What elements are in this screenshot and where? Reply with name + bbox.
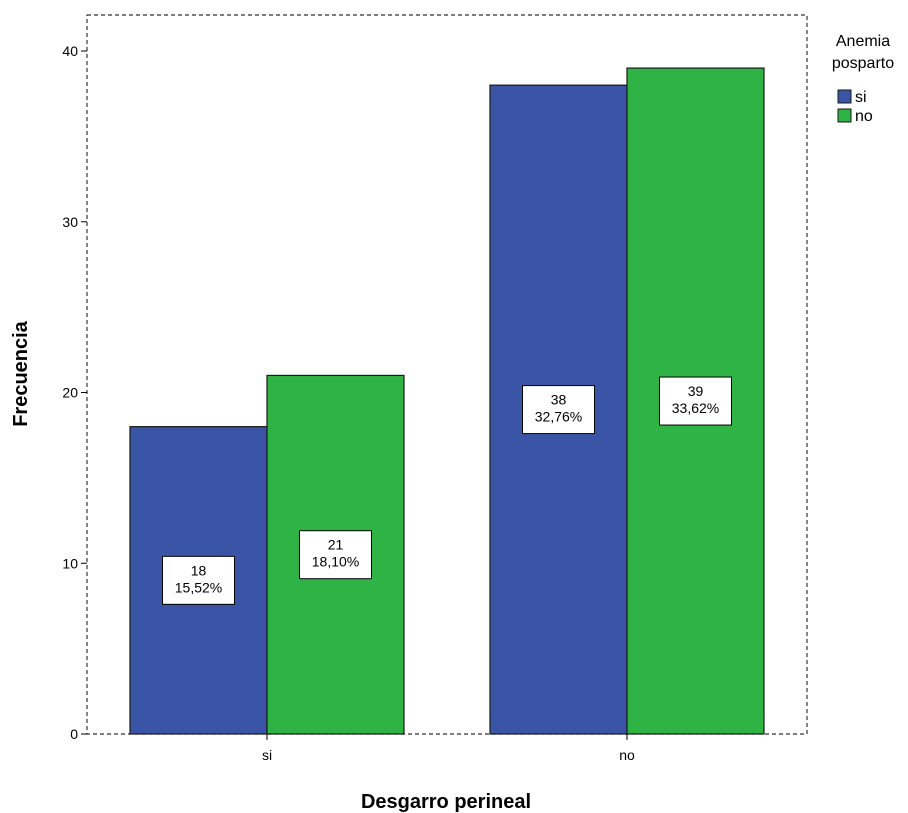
bar-label-count: 21 [328,537,344,553]
x-axis: si no [262,734,635,763]
bar-label-percent: 15,52% [175,579,222,595]
legend-swatch-no [837,108,852,123]
legend-label-si: si [855,89,867,106]
legend-swatch-si [837,89,852,104]
x-axis-title: Desgarro perineal [361,791,531,813]
bar-label-box [162,555,235,605]
y-tick-label: 20 [62,385,78,401]
y-tick-label: 10 [62,555,78,571]
bar-label-box [659,376,732,426]
legend-title-line-1: Anemia [836,33,890,50]
y-tick-label: 0 [70,726,78,742]
y-axis-title: Frecuencia [10,320,32,426]
bar-label-percent: 18,10% [312,554,359,570]
x-tick-label: si [262,747,272,763]
legend-title-line-2: posparto [832,55,894,72]
bar-label-count: 18 [191,562,207,578]
bar-si-si [129,426,268,735]
legend: Anemia posparto si no [832,33,894,125]
legend-label-no: no [855,108,873,125]
bar-label-box [522,385,595,435]
bar-label-box [299,530,372,580]
y-axis: 0 10 20 30 40 [62,43,87,742]
bar-label-count: 38 [551,392,567,408]
bar-label-count: 39 [688,383,704,399]
y-tick-label: 30 [62,214,78,230]
bar-label-percent: 33,62% [672,400,719,416]
y-tick-label: 40 [62,43,78,59]
x-tick-label: no [619,747,635,763]
bar-label-percent: 32,76% [535,409,582,425]
plot-frame [86,14,808,735]
